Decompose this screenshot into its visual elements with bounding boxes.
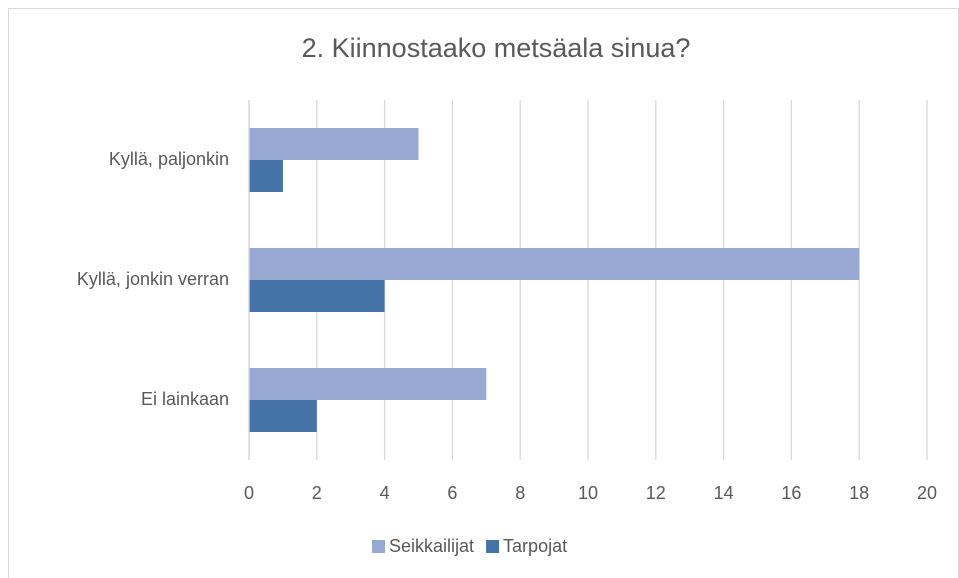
y-tick-label: Kyllä, paljonkin bbox=[109, 149, 229, 169]
legend-swatch bbox=[486, 540, 500, 553]
y-tick-label: Kyllä, jonkin verran bbox=[77, 269, 229, 289]
legend-label: Seikkailijat bbox=[389, 536, 474, 556]
x-tick-label: 12 bbox=[646, 483, 666, 503]
bar bbox=[249, 128, 419, 160]
bar bbox=[249, 248, 860, 280]
legend-label: Tarpojat bbox=[503, 536, 567, 556]
chart-frame bbox=[8, 8, 959, 578]
x-tick-label: 10 bbox=[578, 483, 598, 503]
x-tick-label: 2 bbox=[312, 483, 322, 503]
legend-swatch bbox=[372, 540, 385, 553]
x-tick-label: 4 bbox=[380, 483, 390, 503]
x-tick-label: 6 bbox=[447, 483, 457, 503]
x-tick-label: 8 bbox=[515, 483, 525, 503]
bar bbox=[249, 280, 385, 312]
bar bbox=[249, 368, 487, 400]
x-tick-label: 0 bbox=[244, 483, 254, 503]
bar bbox=[249, 160, 283, 192]
bar bbox=[249, 400, 317, 432]
x-tick-label: 18 bbox=[849, 483, 869, 503]
x-tick-label: 14 bbox=[714, 483, 734, 503]
chart-title: 2. Kiinnostaako metsäala sinua? bbox=[302, 33, 691, 63]
x-tick-label: 20 bbox=[917, 483, 937, 503]
x-tick-label: 16 bbox=[781, 483, 801, 503]
y-tick-label: Ei lainkaan bbox=[141, 389, 229, 409]
